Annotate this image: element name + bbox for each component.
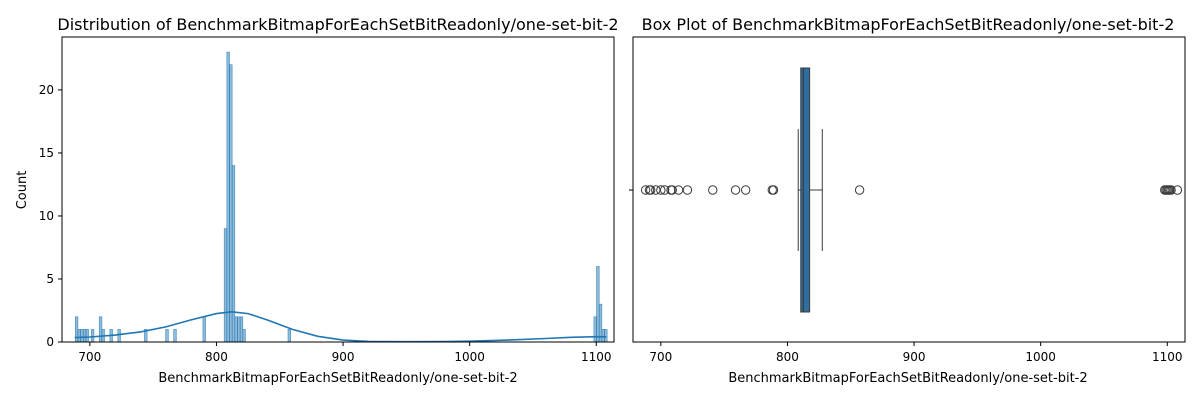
histogram-bar [237,316,241,343]
kde-curve [74,310,607,343]
x-tick-label: 900 [332,350,355,364]
outlier-point [659,185,670,195]
outlier-point [1172,185,1183,195]
histogram-bar [80,329,84,343]
histogram-y-ticks: 0 5 10 15 20 [39,83,62,349]
histogram-bar [165,329,169,343]
x-tick-label: 700 [649,350,672,364]
histogram-title: Distribution of BenchmarkBitmapForEachSe… [57,15,618,34]
boxplot-axes-frame [632,36,1186,343]
x-tick-label: 900 [903,350,926,364]
outlier-point [640,185,651,195]
outlier-point [768,185,779,195]
histogram-bar [287,329,291,343]
y-tick-label: 5 [46,272,54,286]
outlier-point [667,185,677,195]
y-tick-label: 0 [46,335,54,349]
x-tick-label: 1100 [581,350,612,364]
x-tick-label: 800 [205,350,228,364]
y-tick-label: 10 [39,209,54,223]
iqr-box [800,67,811,313]
histogram-panel: Distribution of BenchmarkBitmapForEachSe… [15,15,619,386]
histogram-x-ticks: 700 800 900 1000 1100 [78,342,612,364]
outlier-point [740,185,751,195]
histogram-bar [223,228,228,343]
histogram-bar [82,329,87,343]
boxplot-x-label: BenchmarkBitmapForEachSetBitReadonly/one… [728,371,1087,386]
histogram-bar [226,51,230,343]
y-tick-label: 15 [39,146,54,160]
histogram-bar [90,329,95,343]
outlier-point [1166,185,1176,195]
boxplot-panel: Box Plot of BenchmarkBitmapForEachSetBit… [629,15,1186,386]
histogram-y-label: Count [15,171,30,210]
histogram-bar [173,329,177,343]
boxplot-title: Box Plot of BenchmarkBitmapForEachSetBit… [642,15,1175,34]
histogram-x-label: BenchmarkBitmapForEachSetBitReadonly/one… [158,371,517,386]
x-tick-label: 1000 [1025,350,1056,364]
histogram-bars [74,51,608,343]
histogram-bar [239,316,244,343]
histogram-bar [593,316,597,343]
histogram-bar [229,64,233,343]
histogram-bar [202,316,206,343]
boxplot-x-ticks: 700 800 900 1000 1100 [649,342,1183,364]
x-tick-label: 700 [78,350,101,364]
boxplot-elements [640,67,1183,313]
histogram-bar [242,329,246,343]
outlier-point [708,185,718,195]
x-tick-label: 1100 [1152,350,1183,364]
x-tick-label: 800 [776,350,799,364]
outlier-point [854,185,865,195]
histogram-bar [601,329,605,343]
outlier-point [730,185,741,195]
histogram-bar [234,316,238,343]
histogram-bar [77,329,81,343]
histogram-bar [85,329,89,343]
x-tick-label: 1000 [454,350,485,364]
outlier-point [651,185,661,195]
outlier-point [646,185,656,195]
outlier-point [656,185,666,195]
outlier-point [682,185,693,195]
histogram-bar [596,266,600,343]
histogram-bar [117,329,121,343]
histogram-axes-frame [61,36,615,343]
histogram-bar [604,329,608,343]
y-tick-label: 20 [39,83,54,97]
histogram-bar [231,165,236,343]
histogram-bar [98,316,103,343]
